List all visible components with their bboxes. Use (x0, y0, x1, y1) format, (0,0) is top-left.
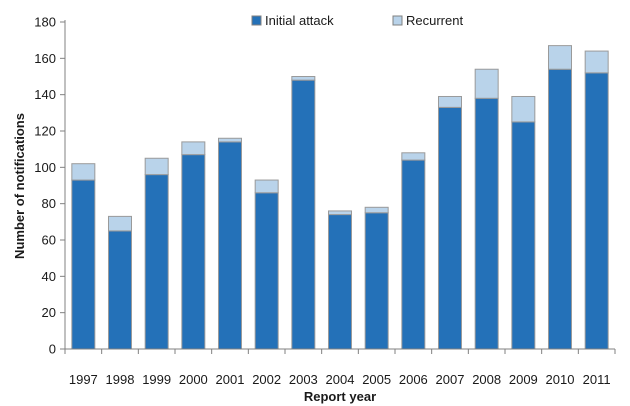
x-axis-title: Report year (304, 389, 376, 404)
y-axis-title: Number of notifications (12, 113, 27, 259)
bar-initial-attack-2008 (474, 97, 499, 350)
bar-initial-attack-2002 (254, 192, 279, 350)
y-tick-label-60: 60 (42, 233, 56, 248)
bar-recurrent-1999 (144, 157, 169, 176)
y-tick-label-180: 180 (34, 15, 56, 30)
bar-initial-attack-2000 (181, 154, 206, 350)
y-tick-label-160: 160 (34, 51, 56, 66)
x-tick-label-2005: 2005 (362, 372, 391, 387)
axes (60, 20, 616, 354)
bar-initial-attack-1997 (71, 179, 96, 350)
bar-initial-attack-2010 (548, 68, 572, 350)
x-tick-label-1997: 1997 (69, 372, 98, 387)
y-tick-label-120: 120 (34, 124, 56, 139)
y-tick-label-140: 140 (34, 87, 56, 102)
bar-recurrent-2006 (401, 152, 426, 161)
y-tick-label-40: 40 (42, 269, 56, 284)
x-tick-label-2003: 2003 (289, 372, 318, 387)
bars (71, 45, 609, 350)
bar-recurrent-2009 (511, 95, 536, 123)
legend-swatch-recurrent (392, 15, 403, 26)
bar-initial-attack-2003 (291, 79, 316, 350)
bar-recurrent-2004 (328, 210, 352, 216)
bar-initial-attack-2011 (584, 72, 609, 350)
bar-initial-attack-2005 (364, 212, 389, 350)
bar-recurrent-1998 (108, 215, 132, 232)
x-tick-label-2004: 2004 (326, 372, 355, 387)
bar-recurrent-2000 (181, 141, 206, 156)
x-tick-label-2009: 2009 (509, 372, 538, 387)
y-tick-label-0: 0 (49, 342, 56, 357)
bar-initial-attack-2001 (218, 141, 242, 350)
x-tick-label-1999: 1999 (142, 372, 171, 387)
bar-initial-attack-2004 (328, 214, 352, 350)
x-tick-label-2010: 2010 (546, 372, 575, 387)
x-tick-label-2000: 2000 (179, 372, 208, 387)
bar-recurrent-2001 (218, 137, 242, 143)
bar-recurrent-2011 (584, 50, 609, 74)
legend-label-initial-attack: Initial attack (265, 13, 334, 28)
x-tick-label-2006: 2006 (399, 372, 428, 387)
legend: Initial attack Recurrent (251, 13, 463, 28)
bar-initial-attack-1999 (144, 174, 169, 350)
y-tick-label-80: 80 (42, 196, 56, 211)
bar-initial-attack-2009 (511, 121, 536, 350)
x-tick-label-2001: 2001 (216, 372, 245, 387)
legend-swatch-initial-attack (251, 15, 262, 26)
bar-recurrent-2005 (364, 206, 389, 214)
bar-recurrent-2007 (438, 95, 462, 108)
x-tick-label-2011: 2011 (583, 372, 611, 387)
bar-initial-attack-2006 (401, 159, 426, 350)
x-tick-label-2002: 2002 (252, 372, 281, 387)
bar-recurrent-2010 (548, 45, 572, 70)
y-tick-label-20: 20 (42, 305, 56, 320)
bar-recurrent-1997 (71, 163, 96, 181)
x-tick-label-1998: 1998 (106, 372, 135, 387)
x-tick-labels: 1997 1998 1999 2000 2001 2002 2003 2004 2005 2006… (69, 372, 611, 387)
bar-recurrent-2003 (291, 76, 316, 81)
x-tick-label-2008: 2008 (472, 372, 501, 387)
legend-label-recurrent: Recurrent (406, 13, 463, 28)
bar-initial-attack-1998 (108, 230, 132, 350)
bar-initial-attack-2007 (438, 106, 462, 350)
bar-recurrent-2008 (474, 68, 499, 99)
y-tick-label-100: 100 (34, 160, 56, 175)
bar-recurrent-2002 (254, 179, 279, 194)
x-tick-label-2007: 2007 (436, 372, 465, 387)
y-tick-labels: 0 20 40 60 80 100 120 140 160 180 (34, 15, 56, 357)
